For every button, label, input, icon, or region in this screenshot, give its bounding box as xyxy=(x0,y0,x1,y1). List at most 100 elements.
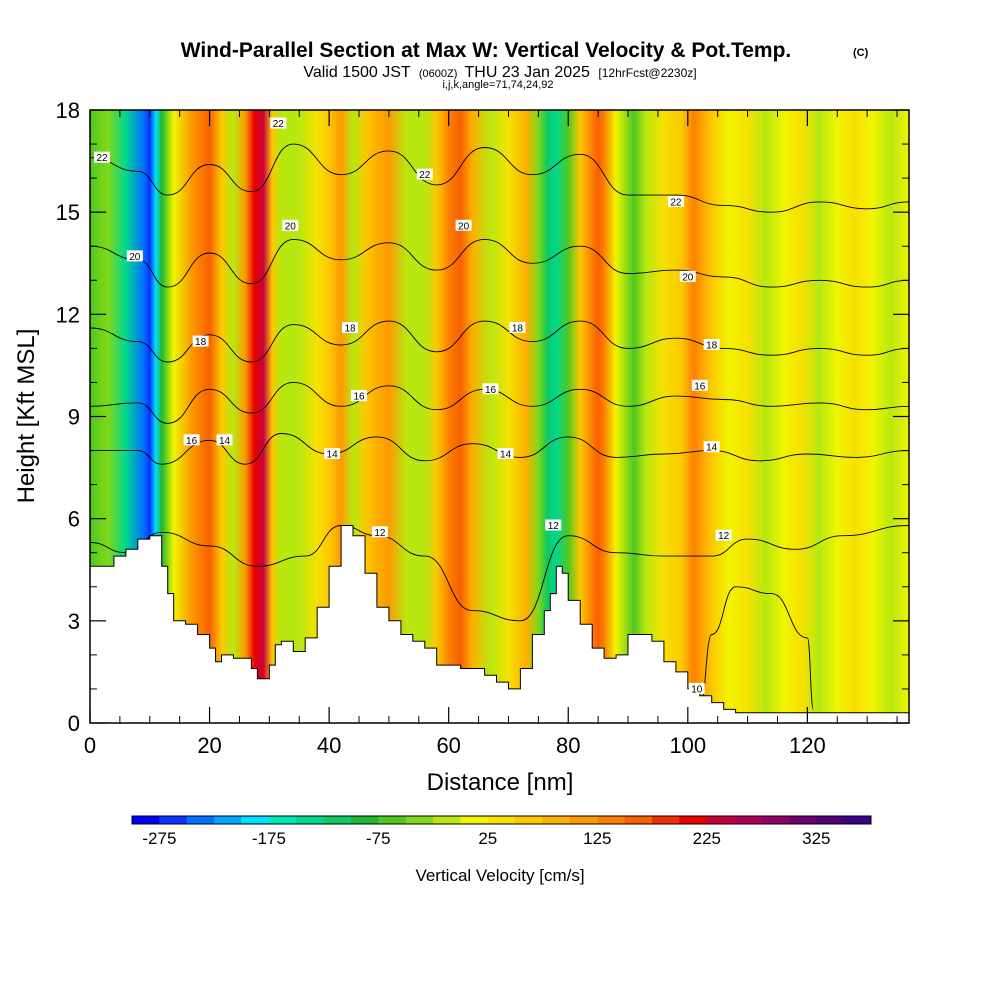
contour-label-text: 22 xyxy=(273,119,285,130)
contour-label-text: 20 xyxy=(285,221,297,232)
contour-label-text: 18 xyxy=(706,341,718,352)
colorbar-swatch xyxy=(214,816,242,824)
contour-label-text: 20 xyxy=(458,221,470,232)
colorbar-tick-label: -275 xyxy=(142,829,176,848)
forecast-info: [12hrFcst@2230z] xyxy=(598,66,696,80)
plot-area: 22 22 22 22 20 20 20 20 18 18 18 18 16 16 16 16 14 14 14 14… xyxy=(90,110,909,723)
y-tick-label: 15 xyxy=(56,200,80,225)
colorbar-swatch xyxy=(159,816,188,824)
colorbar-swatch xyxy=(734,816,762,824)
theta-contour-14 xyxy=(90,433,909,465)
y-axis-label: Height [Kft MSL] xyxy=(13,329,40,504)
colorbar-swatch xyxy=(186,816,215,824)
theta-contour-22 xyxy=(90,143,909,213)
contour-label-text: 16 xyxy=(186,436,198,447)
colorbar-swatch xyxy=(542,816,571,824)
contour-label: 16 xyxy=(351,390,367,403)
chart-title: Wind-Parallel Section at Max W: Vertical… xyxy=(181,39,792,62)
theta-contour-12 xyxy=(90,525,909,622)
contour-label: 14 xyxy=(497,448,514,461)
contour-label: 20 xyxy=(455,219,472,232)
contour-label: 14 xyxy=(216,434,233,447)
x-tick-label: 20 xyxy=(197,733,221,758)
colorbar-swatch xyxy=(132,816,160,824)
contour-label: 12 xyxy=(371,526,388,539)
y-tick-label: 6 xyxy=(68,507,80,532)
colorbar-swatch xyxy=(268,816,297,824)
contour-label: 16 xyxy=(183,434,200,447)
y-tick-label: 3 xyxy=(68,609,80,634)
contour-label-text: 22 xyxy=(670,197,682,208)
colorbar-swatch xyxy=(350,816,379,824)
y-tick-label: 18 xyxy=(56,98,80,123)
colorbar-swatch xyxy=(487,816,516,824)
theta-contour-20 xyxy=(90,238,909,288)
contour-label: 22 xyxy=(416,168,433,181)
y-tick-label: 0 xyxy=(68,711,80,736)
valid-time: Valid 1500 JST xyxy=(303,64,411,81)
colorbar-swatch xyxy=(296,816,324,824)
chart-subtitle: Valid 1500 JST (0600Z) THU 23 Jan 2025 [… xyxy=(303,64,696,81)
contour-label: 18 xyxy=(509,322,526,335)
contour-label-text: 22 xyxy=(419,170,431,181)
colorbar-swatch xyxy=(816,816,845,824)
theta-contour-10 xyxy=(699,586,814,710)
colorbar-swatch xyxy=(624,816,653,824)
vertical-velocity-field xyxy=(90,110,909,723)
colorbar: -275 -175 -75 25 125 225 325 xyxy=(131,815,872,848)
contour-label-text: 18 xyxy=(512,324,524,335)
contour-label: 20 xyxy=(282,219,299,232)
contour-label: 14 xyxy=(703,441,720,454)
contour-label: 18 xyxy=(703,339,720,352)
x-tick-label: 0 xyxy=(84,733,96,758)
colorbar-swatch xyxy=(433,816,461,824)
colorbar-swatch xyxy=(405,816,434,824)
contour-label-text: 14 xyxy=(706,443,718,454)
contour-label: 14 xyxy=(324,448,341,461)
colorbar-tick-label: 125 xyxy=(583,829,611,848)
colorbar-swatch xyxy=(460,816,489,824)
theta-contour-16 xyxy=(90,381,909,424)
colorbar-swatch xyxy=(679,816,708,824)
contour-label-layer: 22 22 22 22 20 20 20 20 18 18 18 18 16 16 16 16 14 14 14 14… xyxy=(94,117,732,695)
contour-label-text: 16 xyxy=(485,385,497,396)
colorbar-swatch xyxy=(515,816,543,824)
contour-label: 22 xyxy=(667,195,684,208)
colorbar-swatch xyxy=(761,816,790,824)
colorbar-swatch xyxy=(788,816,817,824)
contour-label: 18 xyxy=(192,335,209,348)
contour-label-text: 18 xyxy=(344,324,356,335)
theta-contour-layer xyxy=(90,143,909,710)
colorbar-tick-label: 225 xyxy=(693,829,721,848)
colorbar-tick-label: 325 xyxy=(802,829,830,848)
colorbar-swatch xyxy=(569,816,598,824)
contour-label: 10 xyxy=(688,682,705,695)
contour-label: 12 xyxy=(545,519,562,532)
colorbar-swatch xyxy=(323,816,352,824)
colorbar-tick-label: -175 xyxy=(252,829,286,848)
colorbar-swatch xyxy=(843,816,872,824)
colorbar-swatch xyxy=(241,816,270,824)
x-tick-label: 80 xyxy=(556,733,580,758)
colorbar-swatch xyxy=(706,816,735,824)
axis-tick-layer: 0 20 40 60 80 100 120 0 3 6 9 12 15 18 xyxy=(56,98,909,758)
contour-label: 12 xyxy=(715,529,732,542)
contour-label-text: 22 xyxy=(96,153,108,164)
contour-label: 22 xyxy=(94,151,110,164)
x-tick-label: 40 xyxy=(317,733,341,758)
x-axis-label: Distance [nm] xyxy=(427,769,574,796)
contour-label-text: 16 xyxy=(694,381,706,392)
contour-label: 20 xyxy=(679,270,696,283)
utc-time: (0600Z) xyxy=(419,68,458,80)
contour-label-text: 10 xyxy=(691,684,703,695)
chart-title-group: Wind-Parallel Section at Max W: Vertical… xyxy=(181,39,869,91)
x-tick-label: 120 xyxy=(789,733,826,758)
contour-label-text: 14 xyxy=(500,450,512,461)
contour-label-text: 12 xyxy=(374,528,386,539)
contour-label: 20 xyxy=(126,250,143,263)
valid-date: THU 23 Jan 2025 xyxy=(465,64,591,81)
contour-label: 16 xyxy=(482,383,499,396)
colorbar-tick-label: -75 xyxy=(366,829,391,848)
contour-label: 18 xyxy=(342,322,358,335)
